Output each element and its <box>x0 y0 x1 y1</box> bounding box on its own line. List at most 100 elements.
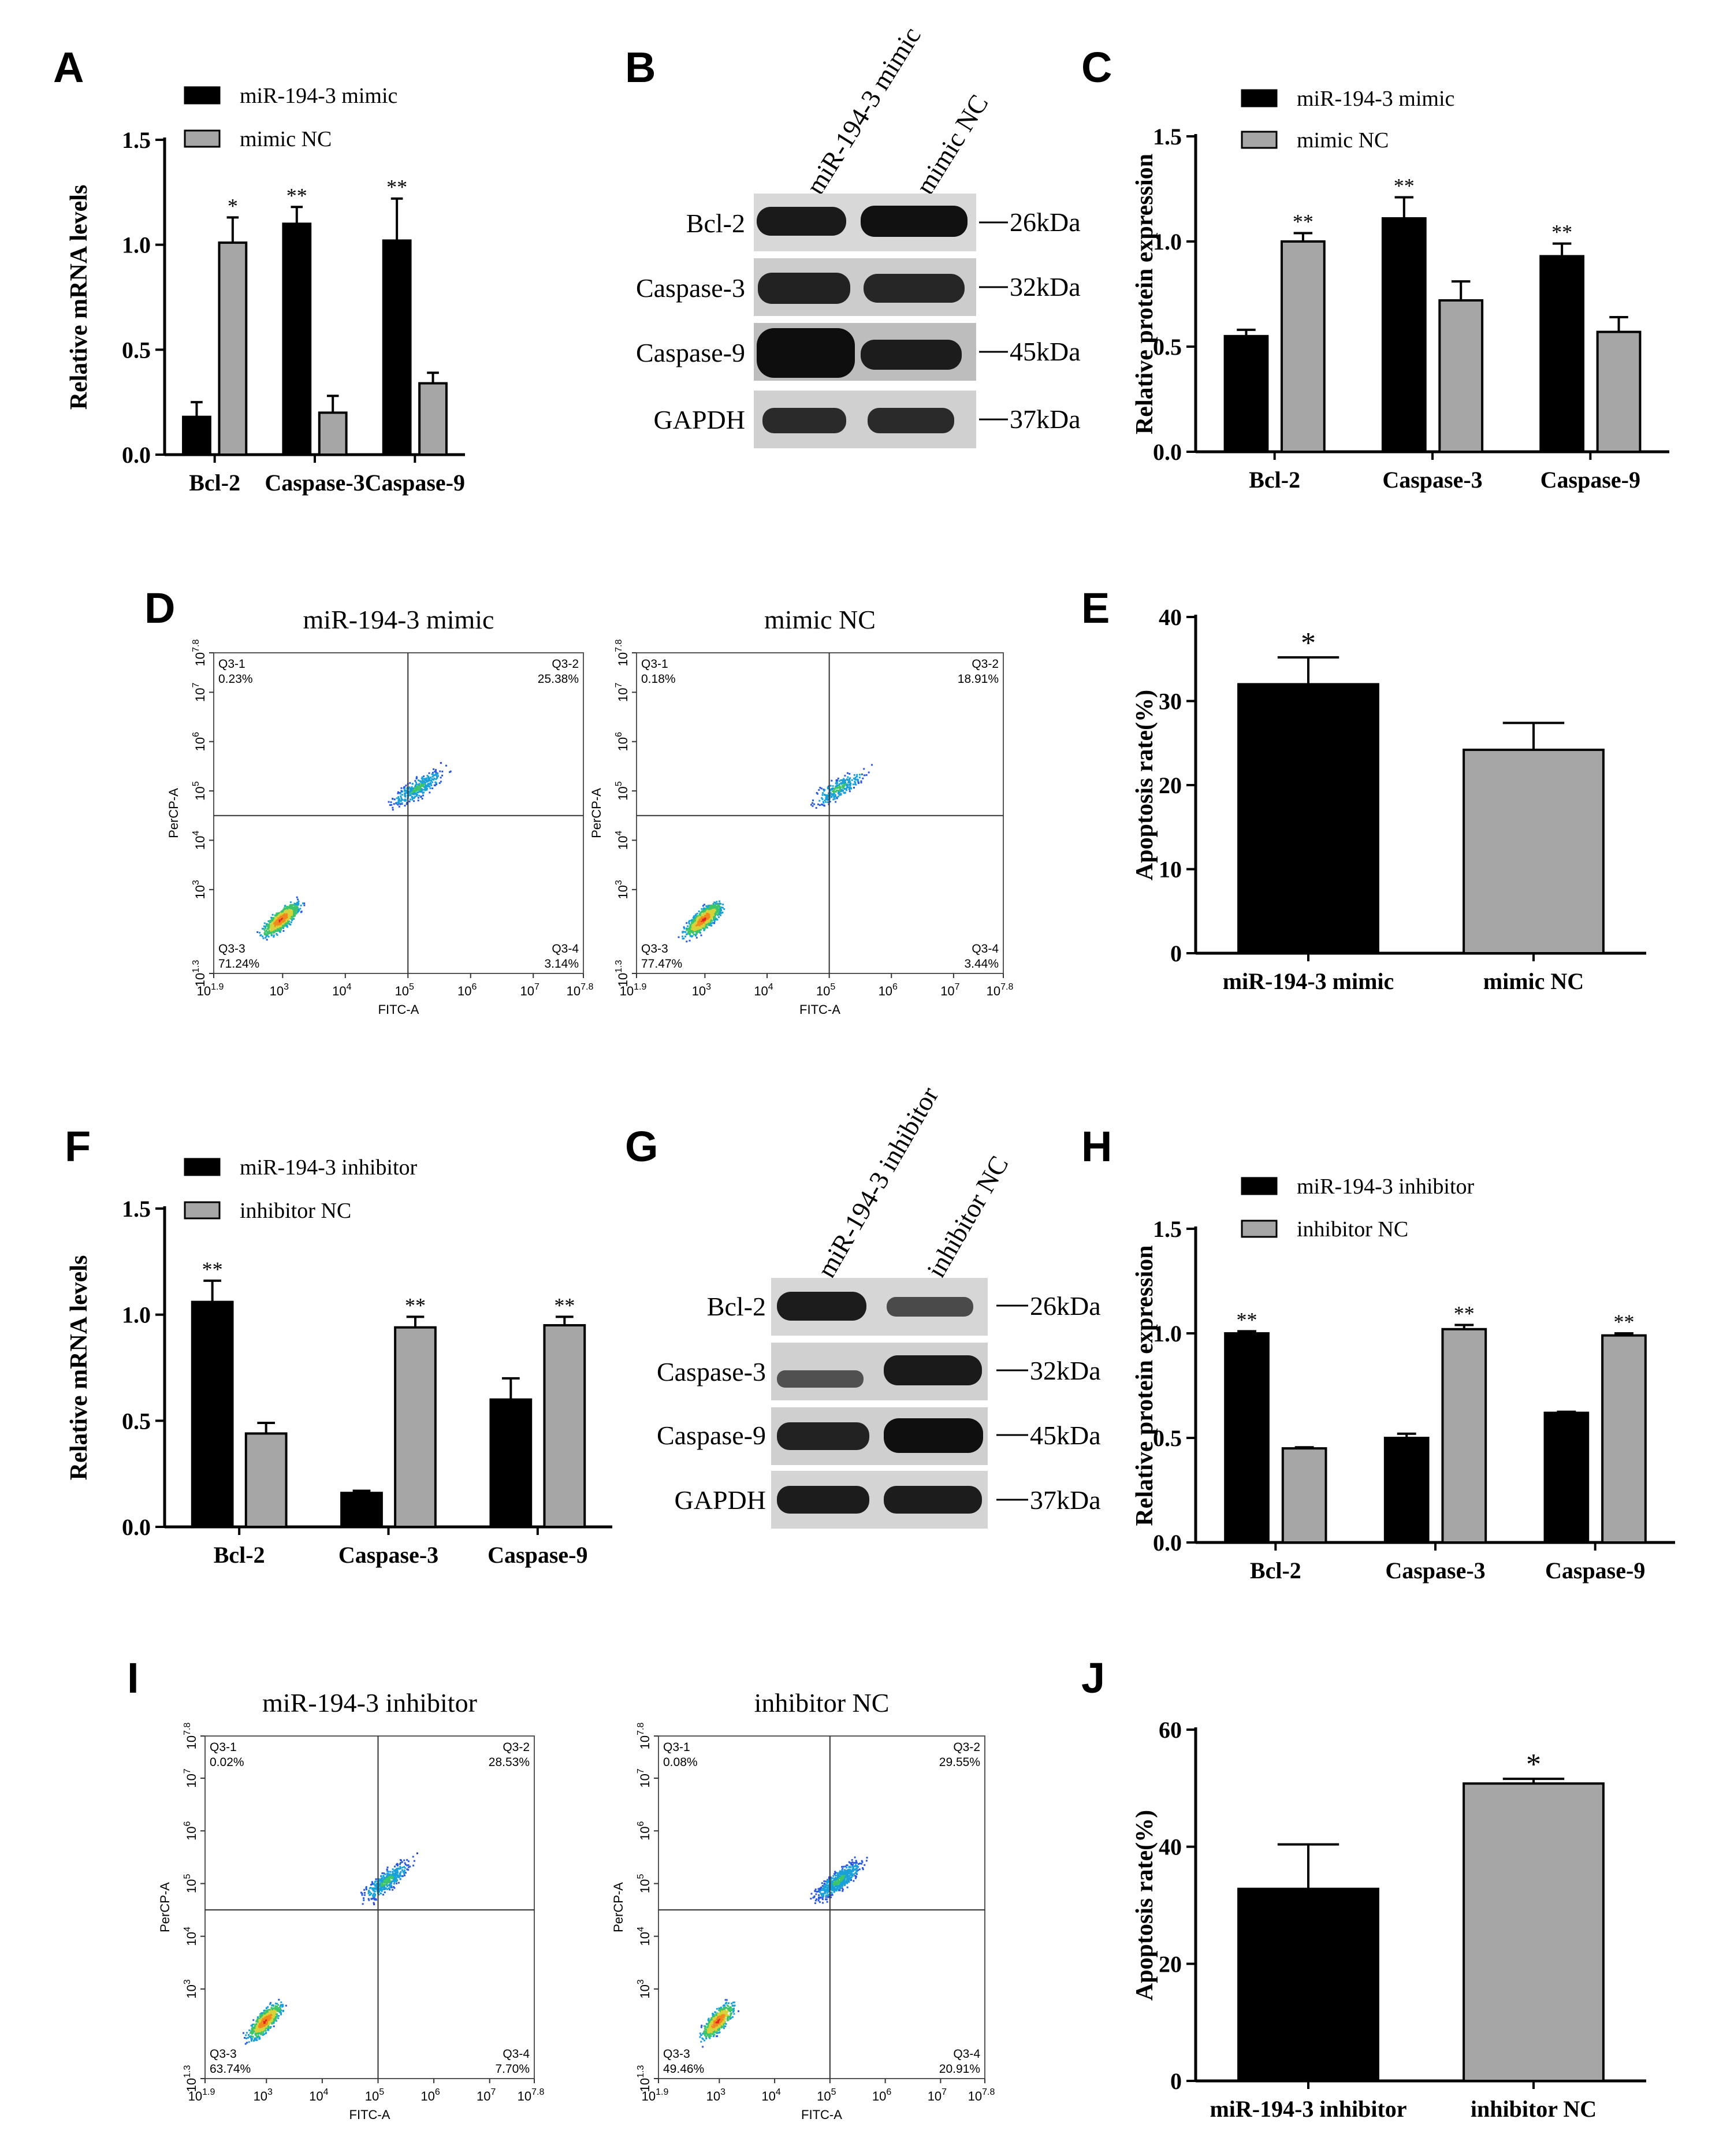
event-dot <box>251 2024 254 2026</box>
event-dot <box>862 777 864 779</box>
event-dot <box>295 903 297 905</box>
event-dot <box>718 912 720 915</box>
event-dot <box>279 916 281 918</box>
event-dot <box>269 921 271 924</box>
event-dot <box>280 912 282 915</box>
event-dot <box>704 921 706 923</box>
event-dot <box>717 914 719 916</box>
event-dot <box>404 796 407 798</box>
event-dot <box>827 794 829 797</box>
flow-y-tick-label: 104 <box>614 831 630 850</box>
flow-x-axis-label: FITC-A <box>378 1002 419 1017</box>
event-dot <box>712 912 714 915</box>
event-dot <box>864 1864 866 1866</box>
significance-mark: ** <box>202 1258 223 1281</box>
event-dot <box>840 782 842 785</box>
event-dot <box>400 795 402 797</box>
event-dot <box>270 2006 273 2009</box>
event-dot <box>699 923 701 925</box>
event-dot <box>381 1884 384 1887</box>
event-dot <box>716 901 718 903</box>
event-dot <box>819 787 821 789</box>
event-dot <box>276 932 278 935</box>
event-dot <box>381 1886 384 1889</box>
event-dot <box>846 1881 849 1883</box>
event-dot <box>266 2011 268 2013</box>
event-dot <box>395 1873 397 1875</box>
event-dot <box>833 788 836 790</box>
event-dot <box>812 802 814 804</box>
event-dot <box>264 2028 266 2031</box>
flow-x-tick-label: 105 <box>365 2087 384 2103</box>
event-dot <box>701 910 703 912</box>
event-dot <box>818 789 820 791</box>
event-dot <box>261 2024 263 2027</box>
event-dot <box>698 923 700 925</box>
event-dot <box>687 925 689 927</box>
event-dot <box>849 790 851 793</box>
event-dot <box>391 1875 393 1877</box>
event-dot <box>709 924 711 926</box>
event-dot <box>362 1903 364 1905</box>
kda-label: 32kDa <box>1010 272 1081 302</box>
y-tick-label: 1.5 <box>122 127 151 153</box>
event-dot <box>404 805 406 807</box>
event-dot <box>718 913 720 916</box>
event-dot <box>285 910 288 912</box>
event-dot <box>699 920 701 923</box>
event-dot <box>280 910 282 913</box>
event-dot <box>704 922 706 924</box>
event-dot <box>689 924 691 926</box>
y-tick-label: 1.0 <box>1153 1321 1182 1347</box>
flow-x-tick-label: 104 <box>309 2087 328 2103</box>
band <box>777 1486 869 1514</box>
significance-mark: * <box>228 194 238 217</box>
event-dot <box>678 936 680 938</box>
event-dot <box>399 803 401 805</box>
event-dot <box>263 2024 265 2027</box>
event-dot <box>275 920 277 923</box>
event-dot <box>860 782 862 784</box>
legend-label: miR-194-3 mimic <box>1297 87 1454 111</box>
event-dot <box>381 1889 384 1891</box>
event-dot <box>693 928 695 930</box>
event-dot <box>261 928 263 930</box>
event-dot <box>691 923 693 925</box>
event-dot <box>270 933 273 935</box>
event-dot <box>862 1867 864 1869</box>
event-dot <box>373 1902 375 1904</box>
event-dot <box>865 774 868 776</box>
event-dot <box>719 900 721 902</box>
event-dot <box>722 904 724 906</box>
event-dot <box>252 2027 255 2029</box>
event-dot <box>417 797 419 799</box>
panel-label-e: E <box>1081 584 1110 632</box>
event-dot <box>407 1860 410 1863</box>
event-dot <box>375 1878 377 1880</box>
event-dot <box>399 1878 401 1880</box>
event-dot <box>701 2024 703 2027</box>
event-dot <box>449 770 452 772</box>
event-dot <box>832 798 835 801</box>
event-dot <box>704 919 706 921</box>
quadrant-name: Q3-4 <box>972 942 999 956</box>
event-dot <box>283 910 285 913</box>
event-dot <box>848 784 850 786</box>
significance-mark: ** <box>1293 210 1313 233</box>
event-dot <box>267 2020 270 2022</box>
flow-x-tick-label: 101.9 <box>620 982 647 998</box>
event-dot <box>708 920 710 923</box>
event-dot <box>274 2019 277 2021</box>
event-dot <box>392 1871 394 1873</box>
event-dot <box>260 2024 262 2026</box>
event-dot <box>273 2022 275 2024</box>
event-dot <box>268 2021 270 2023</box>
event-dot <box>401 794 403 796</box>
event-dot <box>823 801 825 804</box>
event-dot <box>403 1865 405 1868</box>
event-dot <box>824 1882 826 1884</box>
event-dot <box>289 910 292 912</box>
event-dot <box>435 778 437 780</box>
event-dot <box>376 1890 378 1892</box>
legend-swatch <box>1241 89 1278 107</box>
